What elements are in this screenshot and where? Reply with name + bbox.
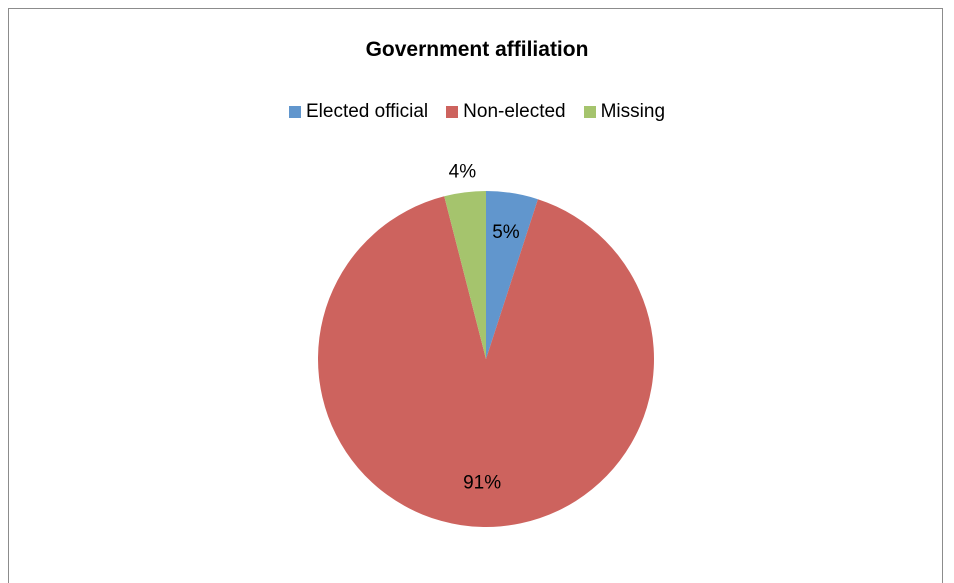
legend-label-elected-official: Elected official xyxy=(305,101,429,122)
pie-slice-elected-official xyxy=(486,191,538,359)
pie-slices xyxy=(318,191,655,528)
data-label-missing: 4% xyxy=(449,161,477,182)
legend-item-missing: Missing xyxy=(583,101,666,123)
data-label-non-elected: 91% xyxy=(463,472,501,493)
pie-slice-missing xyxy=(444,191,486,359)
pie-slice-non-elected xyxy=(318,196,655,528)
legend-swatch-elected-official xyxy=(288,106,301,118)
chart-legend: Elected official Non-elected Missing xyxy=(0,101,954,123)
pie-data-labels: 5% 91% 4% xyxy=(449,161,520,493)
chart-title: Government affiliation xyxy=(365,38,589,61)
legend-label-missing: Missing xyxy=(600,101,666,122)
legend-label-non-elected: Non-elected xyxy=(463,101,566,122)
legend-swatch-missing xyxy=(583,106,596,118)
legend-item-non-elected: Non-elected xyxy=(446,101,566,123)
legend-item-elected-official: Elected official xyxy=(288,101,429,123)
legend-swatch-non-elected xyxy=(446,106,459,118)
data-label-elected-official: 5% xyxy=(492,222,520,243)
